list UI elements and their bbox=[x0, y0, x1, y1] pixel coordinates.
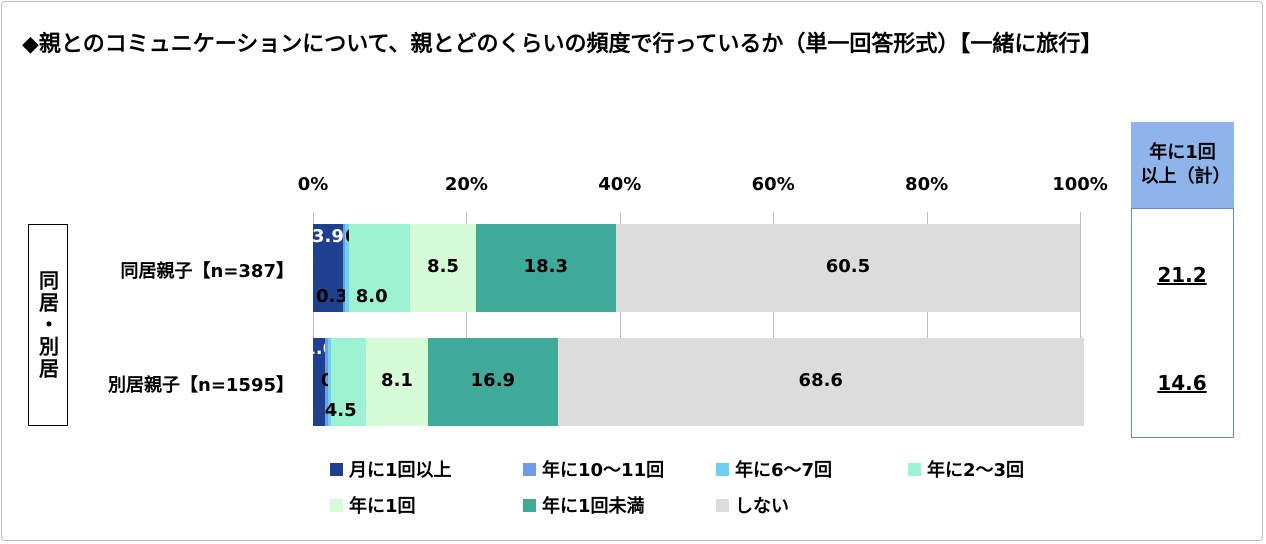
summary-header-text: 年に1回以上（計） bbox=[1140, 142, 1231, 187]
data-label: 8.5 bbox=[427, 256, 459, 277]
legend-label: 年に1回 bbox=[349, 496, 416, 517]
summary-box: 21.2 14.6 bbox=[1131, 208, 1234, 438]
legend-label: 年に10～11回 bbox=[542, 460, 665, 481]
x-tick-label: 100% bbox=[1052, 174, 1108, 195]
legend-item: 年に6～7回 bbox=[716, 456, 832, 482]
summary-header: 年に1回以上（計） bbox=[1131, 122, 1234, 208]
x-tick-label: 80% bbox=[905, 174, 949, 195]
data-label: 16.9 bbox=[470, 370, 516, 391]
legend-label: 月に1回以上 bbox=[349, 460, 452, 481]
bar-segment bbox=[557, 338, 1084, 426]
legend-item: 年に2～3回 bbox=[908, 456, 1024, 482]
bar-segment bbox=[328, 338, 332, 426]
summary-value-0: 21.2 bbox=[1157, 263, 1207, 287]
data-label: 0.3 bbox=[316, 286, 349, 307]
bar-segment bbox=[313, 338, 326, 426]
bar-segment bbox=[615, 224, 1080, 312]
legend-item: 年に1回未満 bbox=[523, 492, 645, 518]
data-label: 8.1 bbox=[381, 370, 413, 391]
legend-label: 年に1回未満 bbox=[542, 496, 645, 517]
legend-swatch bbox=[908, 462, 921, 476]
bar-segment bbox=[313, 224, 343, 312]
legend-item: 月に1回以上 bbox=[330, 456, 452, 482]
x-tick-label: 60% bbox=[751, 174, 795, 195]
bar-segment bbox=[331, 338, 366, 426]
bar-segment bbox=[325, 338, 329, 426]
data-label: 60.5 bbox=[825, 256, 871, 277]
legend-item: しない bbox=[716, 492, 789, 518]
data-label: 3.9 bbox=[312, 226, 344, 247]
data-label: 4.5 bbox=[324, 400, 357, 421]
legend-swatch bbox=[523, 498, 536, 512]
group-label: 同居・別居 bbox=[35, 270, 60, 380]
legend-swatch bbox=[716, 462, 729, 476]
category-label: 同居親子【n=387】 bbox=[120, 261, 294, 282]
legend-item: 年に1回 bbox=[330, 492, 416, 518]
x-tick-label: 20% bbox=[444, 174, 488, 195]
chart-title: ◆親とのコミュニケーションについて、親とどのくらいの頻度で行っているか（単一回答… bbox=[22, 32, 1103, 57]
legend-label: 年に6～7回 bbox=[735, 460, 833, 481]
bar-segment bbox=[349, 224, 411, 312]
data-label: 8.0 bbox=[355, 286, 388, 307]
data-label: 68.6 bbox=[798, 370, 843, 391]
legend-swatch bbox=[523, 462, 536, 476]
legend-item: 年に10～11回 bbox=[523, 456, 664, 482]
legend-label: しない bbox=[735, 496, 789, 517]
group-label-box: 同居・別居 bbox=[28, 224, 68, 426]
legend-swatch bbox=[330, 498, 343, 512]
gridline bbox=[1080, 212, 1081, 340]
bar-segment bbox=[345, 224, 350, 312]
bar-segment bbox=[428, 338, 558, 426]
x-tick-label: 0% bbox=[297, 174, 329, 195]
bar-segment bbox=[342, 224, 346, 312]
legend-label: 年に2～3回 bbox=[927, 460, 1025, 481]
legend-swatch bbox=[716, 498, 729, 512]
category-label: 別居親子【n=1595】 bbox=[108, 375, 294, 396]
bar-segment bbox=[475, 224, 616, 312]
bar-segment bbox=[365, 338, 429, 426]
bar-segment bbox=[410, 224, 476, 312]
summary-value-1: 14.6 bbox=[1157, 371, 1207, 395]
x-tick-label: 40% bbox=[598, 174, 642, 195]
legend-swatch bbox=[330, 462, 343, 476]
data-label: 18.3 bbox=[523, 256, 568, 277]
